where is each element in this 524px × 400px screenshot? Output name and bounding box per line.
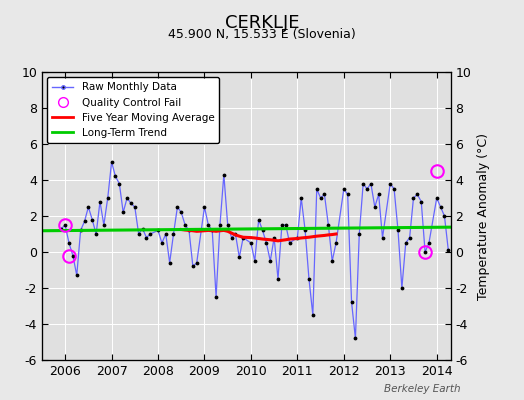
Text: 45.900 N, 15.533 E (Slovenia): 45.900 N, 15.533 E (Slovenia) bbox=[168, 28, 356, 41]
Text: CERKLJE: CERKLJE bbox=[225, 14, 299, 32]
Legend: Raw Monthly Data, Quality Control Fail, Five Year Moving Average, Long-Term Tren: Raw Monthly Data, Quality Control Fail, … bbox=[47, 77, 220, 143]
Text: Berkeley Earth: Berkeley Earth bbox=[385, 384, 461, 394]
Y-axis label: Temperature Anomaly (°C): Temperature Anomaly (°C) bbox=[477, 132, 490, 300]
